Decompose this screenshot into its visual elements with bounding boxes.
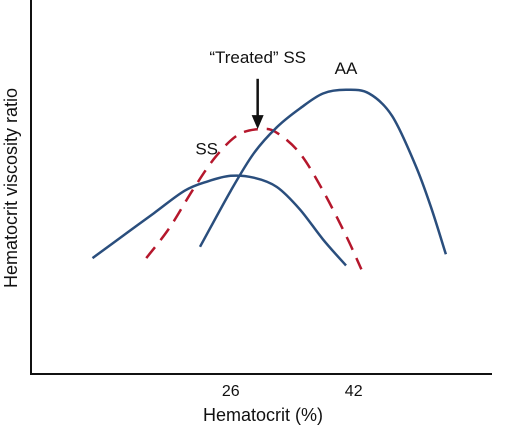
series-line-treated-ss-1 (145, 127, 363, 270)
treated-ss-annotation-label: “Treated” SS (209, 48, 306, 67)
series-lines (91, 88, 448, 270)
treated-annotation: “Treated” SS (209, 48, 306, 130)
series-line-ss-0 (91, 174, 347, 267)
y-axis-title: Hematocrit viscosity ratio (1, 88, 21, 288)
series-label-aa: AA (335, 59, 358, 78)
series-labels: SS AA (195, 59, 358, 159)
x-tick-label: 42 (345, 383, 363, 400)
series-line-aa-2 (198, 88, 448, 255)
x-tick-label: 26 (222, 383, 240, 400)
axes (30, 0, 492, 375)
series-label-ss: SS (195, 140, 218, 159)
x-ticks: 26 42 (222, 383, 363, 400)
x-axis-title: Hematocrit (%) (203, 405, 323, 425)
arrow-head-icon (251, 115, 264, 130)
